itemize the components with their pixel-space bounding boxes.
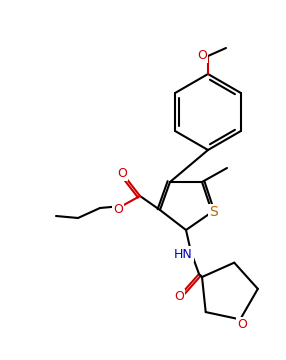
Text: O: O xyxy=(117,166,127,180)
Text: O: O xyxy=(197,49,207,62)
Text: O: O xyxy=(237,318,247,331)
Text: O: O xyxy=(174,291,184,303)
Text: S: S xyxy=(210,205,219,219)
Text: O: O xyxy=(113,202,123,216)
Text: HN: HN xyxy=(174,248,192,261)
